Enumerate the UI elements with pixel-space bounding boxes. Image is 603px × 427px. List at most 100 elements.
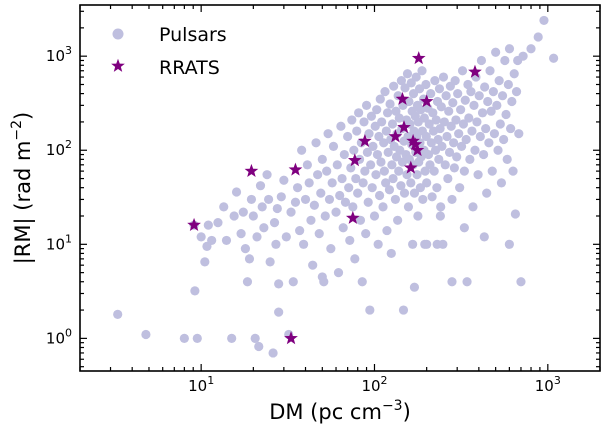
pulsar-point xyxy=(510,69,519,78)
pulsar-point xyxy=(410,283,419,292)
pulsar-point xyxy=(200,257,209,266)
pulsar-point xyxy=(417,66,426,75)
pulsar-point xyxy=(247,195,256,204)
pulsar-point xyxy=(273,204,282,213)
pulsar-point xyxy=(350,254,359,263)
pulsar-point xyxy=(375,191,384,200)
pulsar-point xyxy=(359,117,368,126)
pulsar-point xyxy=(366,160,375,169)
pulsar-point xyxy=(441,160,450,169)
pulsar-point xyxy=(334,268,343,277)
pulsar-point xyxy=(313,170,322,179)
pulsar-point xyxy=(393,216,402,225)
pulsar-point xyxy=(219,202,228,211)
pulsar-point xyxy=(498,91,507,100)
pulsar-point xyxy=(316,189,325,198)
pulsar-point xyxy=(482,189,491,198)
pulsar-point xyxy=(232,187,241,196)
pulsar-point xyxy=(404,202,413,211)
pulsar-point xyxy=(204,221,213,230)
pulsar-point xyxy=(456,105,465,114)
pulsar-point xyxy=(534,32,543,41)
pulsar-point xyxy=(413,211,422,220)
pulsar-point xyxy=(241,244,250,253)
pulsar-point xyxy=(368,183,377,192)
pulsar-point xyxy=(359,178,368,187)
pulsar-point xyxy=(432,115,441,124)
pulsar-point xyxy=(318,155,327,164)
pulsar-point xyxy=(418,195,427,204)
pulsar-point xyxy=(243,277,252,286)
pulsar-point xyxy=(475,91,484,100)
pulsar-point xyxy=(488,167,497,176)
pulsar-point xyxy=(454,129,463,138)
pulsar-point xyxy=(504,80,513,89)
pulsar-point xyxy=(451,76,460,85)
pulsar-point xyxy=(387,160,396,169)
pulsar-point xyxy=(339,223,348,232)
pulsar-point xyxy=(322,167,331,176)
pulsar-point xyxy=(262,170,271,179)
pulsar-point xyxy=(511,209,520,218)
pulsar-point xyxy=(291,198,300,207)
pulsar-point xyxy=(308,261,317,270)
pulsar-point xyxy=(362,101,371,110)
pulsar-point xyxy=(315,229,324,238)
pulsar-point xyxy=(380,167,389,176)
pulsar-point xyxy=(387,249,396,258)
pulsar-point xyxy=(180,334,189,343)
pulsar-point xyxy=(297,146,306,155)
pulsar-point xyxy=(493,146,502,155)
legend-pulsars-marker xyxy=(113,29,124,40)
pulsar-point xyxy=(468,202,477,211)
pulsar-point xyxy=(336,122,345,131)
pulsar-point xyxy=(333,160,342,169)
pulsar-point xyxy=(385,99,394,108)
pulsar-point xyxy=(361,229,370,238)
pulsar-point xyxy=(259,223,268,232)
pulsar-point xyxy=(249,211,258,220)
pulsar-point xyxy=(348,202,357,211)
pulsar-point xyxy=(371,170,380,179)
pulsar-point xyxy=(236,229,245,238)
pulsar-point xyxy=(383,108,392,117)
pulsar-point xyxy=(256,181,265,190)
pulsar-point xyxy=(358,277,367,286)
pulsar-point xyxy=(461,96,470,105)
pulsar-point xyxy=(286,208,295,217)
pulsar-point xyxy=(496,119,505,128)
pulsar-point xyxy=(268,348,277,357)
pulsar-point xyxy=(311,138,320,147)
pulsar-point xyxy=(467,126,476,135)
pulsar-point xyxy=(354,108,363,117)
pulsar-point xyxy=(436,211,445,220)
pulsar-point xyxy=(394,167,403,176)
pulsar-point xyxy=(295,226,304,235)
pulsar-point xyxy=(479,150,488,159)
pulsar-point xyxy=(365,305,374,314)
pulsar-point xyxy=(399,305,408,314)
pulsar-point xyxy=(222,236,231,245)
pulsar-point xyxy=(449,138,458,147)
pulsar-point xyxy=(385,185,394,194)
pulsar-point xyxy=(436,202,445,211)
pulsar-point xyxy=(500,56,509,65)
pulsar-point xyxy=(372,105,381,114)
pulsar-point xyxy=(346,163,355,172)
pulsar-point xyxy=(388,174,397,183)
pulsar-point xyxy=(368,142,377,151)
pulsar-point xyxy=(452,152,461,161)
pulsar-point xyxy=(503,155,512,164)
pulsar-point xyxy=(305,178,314,187)
pulsar-point xyxy=(505,240,514,249)
pulsar-point xyxy=(422,178,431,187)
legend-rrats-label: RRATS xyxy=(159,57,220,79)
pulsar-point xyxy=(453,89,462,98)
pulsar-point xyxy=(331,208,340,217)
pulsar-point xyxy=(245,254,254,263)
pulsar-point xyxy=(450,163,459,172)
pulsar-point xyxy=(483,97,492,106)
pulsar-point xyxy=(400,189,409,198)
pulsar-point xyxy=(207,236,216,245)
